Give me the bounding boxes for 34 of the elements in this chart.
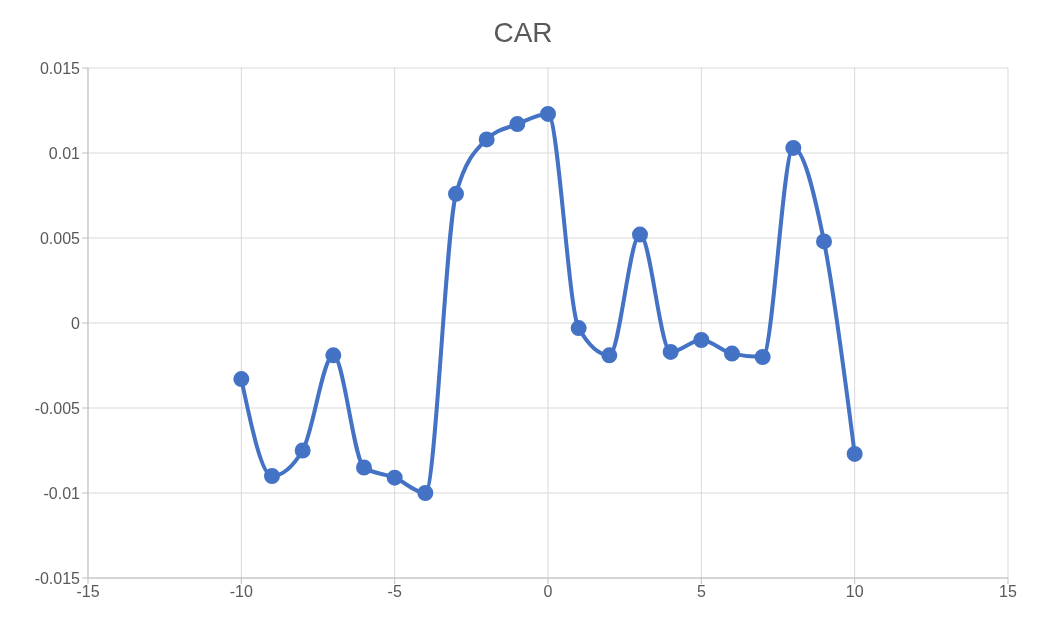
point xyxy=(601,347,618,364)
point xyxy=(448,185,464,202)
y-tick-label: 0.005 xyxy=(39,229,81,247)
point xyxy=(785,139,802,156)
x-tick-label: 5 xyxy=(696,583,706,601)
x-tick-label: 0 xyxy=(543,583,553,601)
point xyxy=(294,442,311,459)
point xyxy=(356,459,372,476)
x-tick-label: -5 xyxy=(387,583,402,601)
point xyxy=(632,226,648,243)
point xyxy=(509,116,526,133)
point xyxy=(662,343,679,360)
y-tick-label: 0.01 xyxy=(48,144,81,162)
y-tick-label: -0.005 xyxy=(34,399,81,417)
point xyxy=(693,332,710,348)
point xyxy=(540,105,556,122)
point xyxy=(570,320,587,337)
chart-title: CAR xyxy=(492,16,554,50)
y-tick-label: 0 xyxy=(71,314,81,332)
point xyxy=(264,468,280,484)
x-tick-label: -10 xyxy=(229,583,253,601)
point xyxy=(233,371,250,388)
point xyxy=(816,233,832,250)
point xyxy=(478,131,495,148)
point xyxy=(386,469,403,486)
x-tick-label: 15 xyxy=(999,583,1017,601)
point xyxy=(325,347,342,364)
x-tick-label: 10 xyxy=(845,583,864,601)
y-tick-label: -0.01 xyxy=(43,484,81,502)
point xyxy=(754,349,771,365)
point xyxy=(417,485,434,501)
point xyxy=(724,345,740,362)
point xyxy=(846,445,863,462)
y-tick-label: 0.015 xyxy=(39,59,81,77)
